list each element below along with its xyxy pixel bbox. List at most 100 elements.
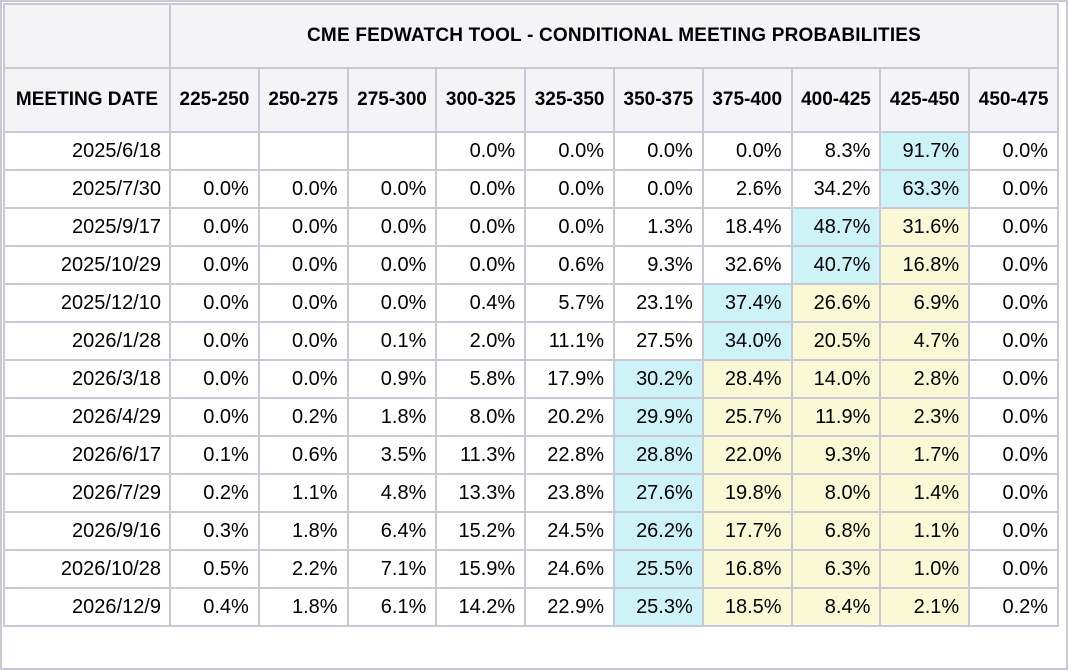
meeting-date-cell: 2026/1/28 (3, 321, 171, 361)
probability-cell: 0.0% (169, 359, 260, 399)
probability-cell: 0.9% (346, 359, 438, 399)
probability-cell: 1.3% (612, 207, 704, 247)
probability-cell: 0.0% (968, 511, 1060, 551)
probability-cell: 1.8% (346, 397, 438, 437)
rate-bin-header: 350-375 (612, 67, 704, 133)
probability-cell: 1.4% (879, 473, 971, 513)
probability-cell: 1.1% (257, 473, 349, 513)
probability-cell: 14.0% (790, 359, 882, 399)
probability-cell: 0.0% (968, 207, 1060, 247)
probability-cell: 0.0% (169, 397, 260, 437)
probability-cell: 18.5% (701, 587, 793, 627)
probability-cell: 0.0% (257, 283, 349, 323)
probability-cell: 1.0% (879, 549, 971, 589)
probability-cell: 9.3% (790, 435, 882, 475)
probability-cell: 24.6% (524, 549, 615, 589)
probability-cell: 40.7% (790, 245, 882, 285)
rate-bin-header: 275-300 (346, 67, 438, 133)
probability-cell: 0.0% (701, 131, 793, 171)
probability-cell: 11.9% (790, 397, 882, 437)
probability-cell: 7.1% (346, 549, 438, 589)
probability-cell: 18.4% (701, 207, 793, 247)
probability-cell: 3.5% (346, 435, 438, 475)
column-header-row: MEETING DATE 225-250 250-275 275-300 300-32… (3, 67, 1060, 133)
probability-cell: 6.8% (790, 511, 882, 551)
probability-cell: 23.8% (524, 473, 615, 513)
table-row: 2026/9/16 0.3% 1.8% 6.4% 15.2% 24.5% 26.2% 17.7… (3, 511, 1060, 551)
probability-table: CME FEDWATCH TOOL - CONDITIONAL MEETING … (3, 3, 1060, 627)
probability-cell: 8.3% (790, 131, 882, 171)
probability-cell: 0.0% (169, 207, 260, 247)
table-body: 2025/6/18 0.0% 0.0% 0.0% 0.0% 8.3% 91.7% 0.0% 20… (3, 131, 1060, 627)
table-row: 2025/9/17 0.0% 0.0% 0.0% 0.0% 0.0% 1.3% 18.4% 48… (3, 207, 1060, 247)
table-row: 2026/10/28 0.5% 2.2% 7.1% 15.9% 24.6% 25.5% 16.… (3, 549, 1060, 589)
probability-cell: 2.8% (879, 359, 971, 399)
table-row: 2025/12/10 0.0% 0.0% 0.0% 0.4% 5.7% 23.1% 37.4%… (3, 283, 1060, 323)
probability-cell: 23.1% (612, 283, 704, 323)
probability-cell: 17.7% (701, 511, 793, 551)
probability-cell: 26.2% (612, 511, 704, 551)
probability-cell: 16.8% (701, 549, 793, 589)
probability-cell: 0.0% (257, 207, 349, 247)
meeting-date-cell: 2025/10/29 (3, 245, 171, 285)
probability-cell: 48.7% (790, 207, 882, 247)
probability-cell: 4.8% (346, 473, 438, 513)
probability-cell: 0.0% (968, 131, 1060, 171)
probability-cell: 2.0% (435, 321, 527, 361)
probability-cell: 0.0% (968, 245, 1060, 285)
probability-cell: 25.5% (612, 549, 704, 589)
probability-cell: 20.2% (524, 397, 615, 437)
probability-cell: 0.0% (968, 321, 1060, 361)
meeting-date-cell: 2026/10/28 (3, 549, 171, 589)
rate-bin-header: 425-450 (879, 67, 971, 133)
probability-cell: 0.4% (435, 283, 527, 323)
probability-cell: 91.7% (879, 131, 971, 171)
table-row: 2026/4/29 0.0% 0.2% 1.8% 8.0% 20.2% 29.9% 25.7%… (3, 397, 1060, 437)
meeting-date-header: MEETING DATE (3, 67, 171, 133)
table-row: 2026/6/17 0.1% 0.6% 3.5% 11.3% 22.8% 28.8% 22.0… (3, 435, 1060, 475)
probability-cell: 16.8% (879, 245, 971, 285)
probability-cell: 0.0% (968, 169, 1060, 209)
probability-cell: 34.0% (701, 321, 793, 361)
probability-cell: 6.1% (346, 587, 438, 627)
probability-cell: 13.3% (435, 473, 527, 513)
probability-cell (257, 131, 349, 171)
meeting-date-cell: 2026/4/29 (3, 397, 171, 437)
probability-cell: 29.9% (612, 397, 704, 437)
table-row: 2026/3/18 0.0% 0.0% 0.9% 5.8% 17.9% 30.2% 28.4%… (3, 359, 1060, 399)
probability-cell: 0.0% (524, 169, 615, 209)
probability-cell: 0.0% (435, 207, 527, 247)
rate-bin-header: 400-425 (790, 67, 882, 133)
probability-cell: 14.2% (435, 587, 527, 627)
probability-cell: 0.0% (435, 169, 527, 209)
probability-cell: 0.3% (169, 511, 260, 551)
probability-cell: 25.3% (612, 587, 704, 627)
probability-cell: 11.1% (524, 321, 615, 361)
probability-cell: 15.2% (435, 511, 527, 551)
probability-cell: 0.0% (435, 131, 527, 171)
meeting-date-cell: 2025/7/30 (3, 169, 171, 209)
probability-cell: 2.2% (257, 549, 349, 589)
table-row: 2026/7/29 0.2% 1.1% 4.8% 13.3% 23.8% 27.6% 19.8… (3, 473, 1060, 513)
rate-bin-header: 325-350 (524, 67, 615, 133)
probability-cell: 1.8% (257, 511, 349, 551)
probability-cell: 63.3% (879, 169, 971, 209)
probability-cell: 15.9% (435, 549, 527, 589)
probability-cell: 0.0% (524, 207, 615, 247)
table-row: 2026/12/9 0.4% 1.8% 6.1% 14.2% 22.9% 25.3% 18.5… (3, 587, 1060, 627)
table-row: 2025/6/18 0.0% 0.0% 0.0% 0.0% 8.3% 91.7% 0.0% (3, 131, 1060, 171)
probability-cell: 0.0% (346, 169, 438, 209)
meeting-date-cell: 2026/7/29 (3, 473, 171, 513)
meeting-date-cell: 2025/6/18 (3, 131, 171, 171)
probability-cell: 0.2% (169, 473, 260, 513)
probability-cell: 6.4% (346, 511, 438, 551)
probability-cell: 0.0% (346, 283, 438, 323)
probability-cell: 8.0% (790, 473, 882, 513)
probability-cell: 0.0% (257, 321, 349, 361)
probability-cell: 0.0% (524, 131, 615, 171)
table-title: CME FEDWATCH TOOL - CONDITIONAL MEETING … (168, 3, 1060, 69)
probability-cell (169, 131, 260, 171)
probability-cell: 0.1% (169, 435, 260, 475)
probability-cell: 0.0% (169, 169, 260, 209)
probability-cell: 24.5% (524, 511, 615, 551)
